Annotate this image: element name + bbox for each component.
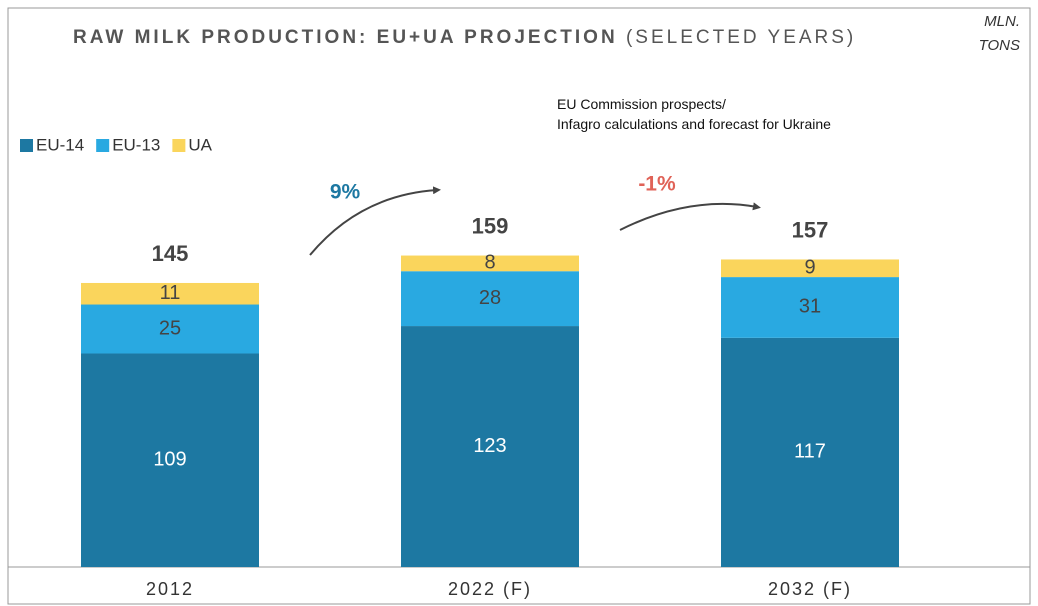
x-tick-label: 2012 xyxy=(146,579,194,599)
bar-segment xyxy=(721,337,899,567)
bar-segment xyxy=(721,259,899,278)
x-tick-label: 2032 (F) xyxy=(768,579,852,599)
total-label: 157 xyxy=(792,217,829,242)
arrow xyxy=(619,202,761,231)
bar-segment xyxy=(81,304,259,354)
source-line: Infagro calculations and forecast for Uk… xyxy=(557,116,831,132)
value-label: 11 xyxy=(160,282,181,304)
frame xyxy=(7,7,1031,605)
legend-label: EU-13 xyxy=(112,135,160,154)
legend-swatch xyxy=(172,139,186,152)
value-label: 9 xyxy=(804,257,815,279)
subtitle: (SELECTED YEARS) xyxy=(625,27,857,48)
value-label: 117 xyxy=(794,441,826,463)
bar-segment xyxy=(81,282,259,305)
arrow xyxy=(309,186,441,256)
source-note: EU Commission prospects/Infagro calculat… xyxy=(557,94,831,134)
x-tick-label: 2022 (F) xyxy=(448,579,532,599)
value-label: 8 xyxy=(484,252,495,274)
total-label: 159 xyxy=(472,213,509,238)
value-label: 31 xyxy=(799,296,821,318)
value-label: 25 xyxy=(159,317,181,339)
legend-label: EU-14 xyxy=(36,135,84,154)
total-label: 145 xyxy=(152,241,189,266)
legend-label: UA xyxy=(188,135,212,154)
bar-segment xyxy=(721,277,899,338)
value-label: 123 xyxy=(473,435,506,457)
bar-segment xyxy=(401,255,579,272)
value-label: 109 xyxy=(153,449,186,471)
bar-segment xyxy=(81,353,259,567)
source-line: EU Commission prospects/ xyxy=(557,96,726,112)
legend-swatch xyxy=(96,139,110,152)
unit: MLN. TONS xyxy=(978,13,1020,54)
bar-segment xyxy=(401,326,579,567)
growth-label: -1% xyxy=(638,173,676,196)
growth-label: 9% xyxy=(330,181,361,204)
legend-swatch xyxy=(20,139,33,152)
value-label: 28 xyxy=(479,287,501,309)
chart-title: RAW MILK PRODUCTION: EU+UA PROJECTION (S… xyxy=(73,22,873,54)
bar-segment xyxy=(401,271,579,327)
title: RAW MILK PRODUCTION: EU+UA PROJECTION xyxy=(73,27,618,48)
